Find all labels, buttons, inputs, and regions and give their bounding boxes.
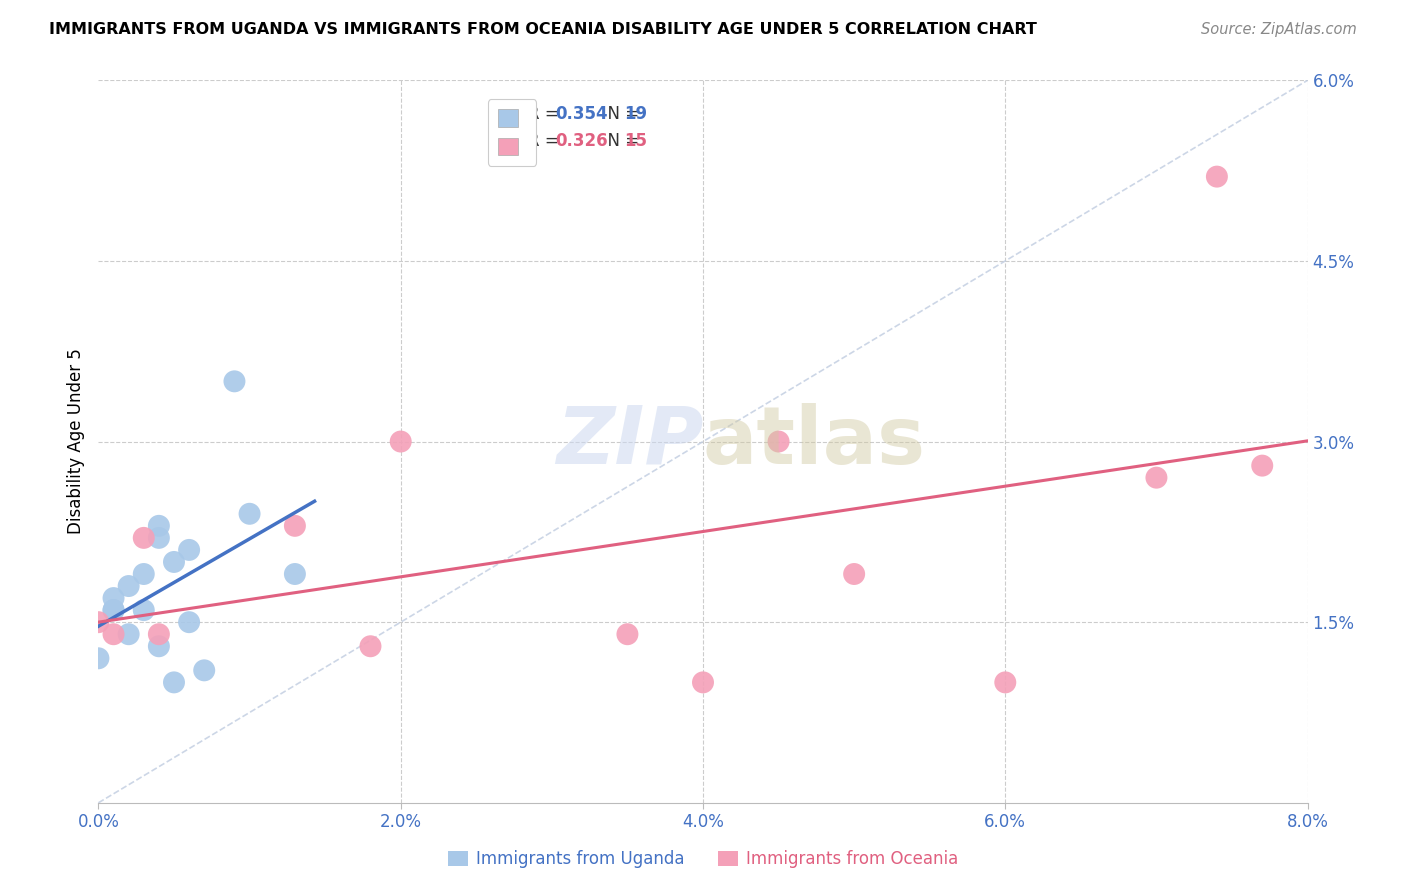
Point bbox=[163, 675, 186, 690]
Point bbox=[103, 603, 125, 617]
Point bbox=[148, 639, 170, 653]
Y-axis label: Disability Age Under 5: Disability Age Under 5 bbox=[66, 349, 84, 534]
Point bbox=[239, 507, 262, 521]
Point bbox=[132, 567, 155, 582]
Legend: , : , bbox=[488, 99, 536, 166]
Point bbox=[87, 615, 110, 630]
Point bbox=[616, 627, 638, 641]
Point bbox=[179, 615, 201, 630]
Point bbox=[148, 531, 170, 545]
Point bbox=[103, 603, 125, 617]
Point bbox=[1146, 470, 1168, 484]
Point bbox=[1206, 169, 1229, 184]
Point bbox=[87, 651, 110, 665]
Point bbox=[284, 567, 307, 582]
Point bbox=[1251, 458, 1274, 473]
Text: R =: R = bbox=[527, 104, 564, 122]
Point bbox=[768, 434, 790, 449]
Point bbox=[389, 434, 412, 449]
Point bbox=[118, 627, 141, 641]
Point bbox=[103, 591, 125, 605]
Point bbox=[103, 627, 125, 641]
Text: Source: ZipAtlas.com: Source: ZipAtlas.com bbox=[1201, 22, 1357, 37]
Point bbox=[132, 603, 155, 617]
Text: N =: N = bbox=[596, 132, 644, 150]
Text: 0.354: 0.354 bbox=[555, 104, 609, 122]
Point bbox=[163, 555, 186, 569]
Point bbox=[692, 675, 714, 690]
Point bbox=[118, 579, 141, 593]
Text: 15: 15 bbox=[624, 132, 647, 150]
Legend: Immigrants from Uganda, Immigrants from Oceania: Immigrants from Uganda, Immigrants from … bbox=[441, 844, 965, 875]
Text: 19: 19 bbox=[624, 104, 648, 122]
Text: atlas: atlas bbox=[703, 402, 927, 481]
Point bbox=[844, 567, 866, 582]
Text: N =: N = bbox=[596, 104, 644, 122]
Point bbox=[148, 627, 170, 641]
Text: IMMIGRANTS FROM UGANDA VS IMMIGRANTS FROM OCEANIA DISABILITY AGE UNDER 5 CORRELA: IMMIGRANTS FROM UGANDA VS IMMIGRANTS FRO… bbox=[49, 22, 1038, 37]
Point bbox=[224, 374, 246, 388]
Point bbox=[994, 675, 1017, 690]
Point bbox=[179, 542, 201, 557]
Point bbox=[132, 531, 155, 545]
Point bbox=[148, 518, 170, 533]
Text: 0.326: 0.326 bbox=[555, 132, 609, 150]
Point bbox=[284, 518, 307, 533]
Text: R =: R = bbox=[527, 132, 564, 150]
Point bbox=[360, 639, 382, 653]
Text: ZIP: ZIP bbox=[555, 402, 703, 481]
Point bbox=[193, 664, 215, 678]
